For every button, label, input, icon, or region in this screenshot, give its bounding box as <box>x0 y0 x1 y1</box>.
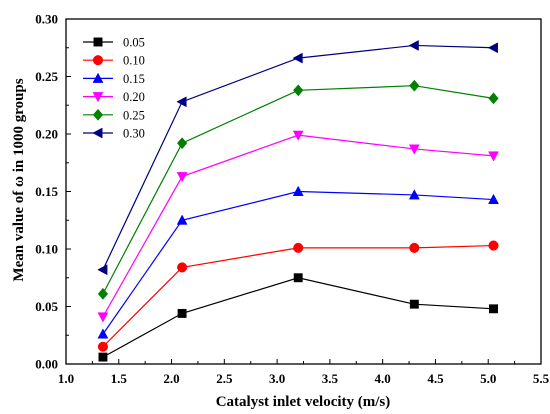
data-point <box>177 262 188 273</box>
data-point <box>97 341 108 352</box>
data-point <box>293 84 304 97</box>
data-point <box>408 144 420 155</box>
legend-item: 0.30 <box>83 127 145 141</box>
data-point <box>408 189 420 200</box>
series-0.15 <box>97 185 499 339</box>
legend-label: 0.30 <box>123 127 145 141</box>
data-point <box>409 299 419 309</box>
y-tick-label: 0.10 <box>35 242 58 257</box>
data-point <box>293 242 304 253</box>
data-point <box>97 328 109 339</box>
legend-marker <box>92 72 104 83</box>
data-point <box>97 312 109 323</box>
legend-label: 0.15 <box>123 72 145 86</box>
x-axis-title: Catalyst inlet velocity (m/s) <box>216 394 391 410</box>
data-point <box>176 172 188 183</box>
data-point <box>409 242 420 253</box>
data-point <box>488 193 499 204</box>
x-tick-label: 4.0 <box>375 371 391 386</box>
data-point <box>98 352 108 362</box>
data-point <box>177 308 187 318</box>
y-tick-label: 0.25 <box>35 69 58 84</box>
y-tick-label: 0.05 <box>35 299 58 314</box>
x-tick-label: 3.0 <box>269 371 285 386</box>
data-point <box>97 287 109 300</box>
x-tick-label: 2.0 <box>163 371 179 386</box>
x-tick-label: 4.5 <box>427 371 444 386</box>
data-point <box>487 42 498 54</box>
x-tick-label: 5.0 <box>480 371 496 386</box>
legend-item: 0.10 <box>83 54 145 68</box>
x-tick-label: 1.5 <box>111 371 128 386</box>
x-tick-label: 3.5 <box>322 371 339 386</box>
series-line <box>102 244 494 348</box>
series-0.25 <box>97 79 499 300</box>
y-tick-label: 0.30 <box>35 12 58 27</box>
data-point <box>292 185 304 196</box>
data-point <box>176 214 188 225</box>
data-point <box>97 264 108 276</box>
data-point <box>176 96 187 108</box>
data-point <box>176 137 188 150</box>
y-tick-label: 0.00 <box>35 357 58 372</box>
x-tick-label: 2.5 <box>216 371 233 386</box>
legend-label: 0.20 <box>123 90 145 104</box>
series-layer <box>97 40 499 362</box>
legend-item: 0.15 <box>83 72 145 86</box>
legend-marker <box>93 37 103 47</box>
series-line <box>102 134 494 318</box>
data-point <box>488 240 499 251</box>
data-point <box>293 273 303 283</box>
data-point <box>292 130 304 141</box>
plot-frame <box>65 18 542 365</box>
y-axis-title: Mean value of ω in 1000 groups <box>11 78 27 281</box>
legend-marker <box>92 127 103 139</box>
x-tick-label: 5.5 <box>533 371 550 386</box>
x-tick-label: 1.0 <box>58 371 74 386</box>
legend-item: 0.25 <box>83 108 145 122</box>
series-0.10 <box>97 240 499 352</box>
legend-marker <box>92 108 104 121</box>
data-point <box>292 52 303 64</box>
y-tick-label: 0.20 <box>35 127 58 142</box>
legend-label: 0.25 <box>123 108 145 122</box>
legend-label: 0.05 <box>123 36 145 50</box>
data-point <box>409 79 420 92</box>
series-line <box>102 277 494 358</box>
legend-marker <box>92 92 104 103</box>
y-tick-label: 0.15 <box>35 184 58 199</box>
data-point <box>488 92 499 105</box>
data-point <box>408 40 419 51</box>
legend-item: 0.20 <box>83 90 145 104</box>
legend-item: 0.05 <box>83 36 145 50</box>
series-0.20 <box>97 130 499 323</box>
data-point <box>489 304 498 314</box>
axis-ticks: 1.0 1.5 2.0 2.5 3.0 3.5 4.0 4.5 5.0 5.50.000.050.… <box>35 12 549 387</box>
series-line <box>102 44 494 270</box>
legend: 0.05 0.10 0.15 0.20 0.25 0.30 <box>83 36 145 141</box>
series-0.05 <box>98 273 498 362</box>
data-point <box>488 151 499 162</box>
series-0.30 <box>97 40 498 276</box>
legend-marker <box>92 55 104 66</box>
legend-label: 0.10 <box>123 54 145 68</box>
